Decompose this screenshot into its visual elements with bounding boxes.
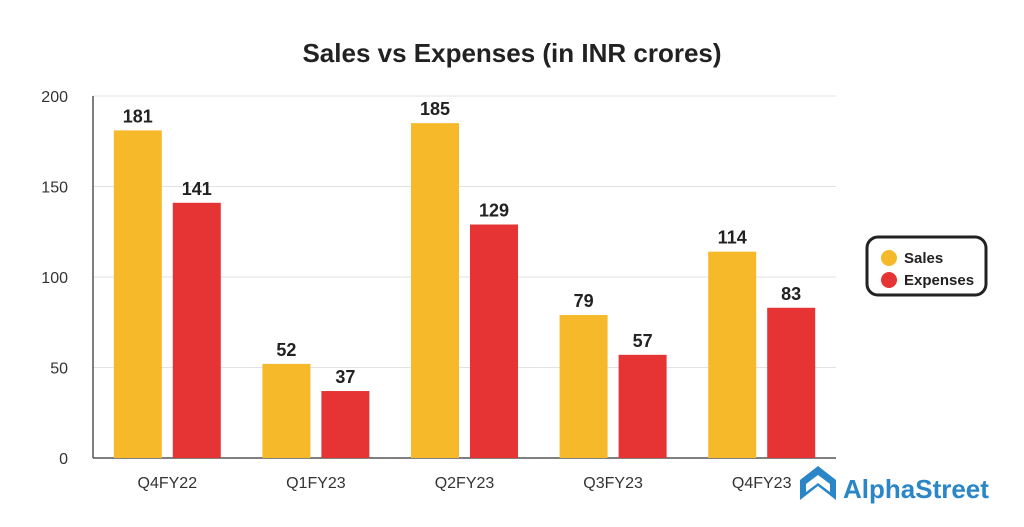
y-tick-label: 50	[50, 361, 68, 378]
y-ticks: 0 50 100 150 200	[41, 89, 68, 468]
data-label-expenses-q4fy23: 83	[781, 284, 801, 304]
data-label-expenses-q2fy23: 129	[479, 201, 509, 221]
y-tick-label: 200	[41, 89, 68, 106]
data-label-expenses-q3fy23: 57	[633, 331, 653, 351]
data-label-sales-q4fy22: 181	[123, 106, 153, 126]
x-tick-label: Q3FY23	[583, 475, 643, 492]
x-tick-label: Q4FY22	[138, 475, 198, 492]
bars	[113, 123, 816, 459]
data-labels: 181 141 52 37 185 129 79 57 114 83	[123, 99, 801, 387]
brand-name: AlphaStreet	[843, 474, 989, 504]
y-tick-label: 150	[41, 180, 68, 197]
x-tick-label: Q4FY23	[732, 475, 792, 492]
alphastreet-logo-icon	[800, 466, 836, 500]
legend-sales-swatch	[881, 250, 897, 266]
bar-expenses-q1fy23	[321, 391, 370, 458]
bar-sales-q1fy23	[262, 363, 311, 458]
data-label-sales-q3fy23: 79	[574, 291, 594, 311]
bar-expenses-q3fy23	[618, 354, 667, 458]
data-label-sales-q1fy23: 52	[276, 340, 296, 360]
data-label-expenses-q4fy22: 141	[182, 179, 212, 199]
bar-expenses-q4fy22	[172, 202, 221, 458]
chart-title: Sales vs Expenses (in INR crores)	[302, 38, 721, 68]
y-tick-label: 100	[41, 270, 68, 287]
legend-sales-label: Sales	[904, 250, 943, 267]
data-label-sales-q2fy23: 185	[420, 99, 450, 119]
bar-sales-q2fy23	[411, 123, 459, 459]
bar-expenses-q2fy23	[470, 224, 518, 458]
brand-logo: AlphaStreet	[800, 466, 989, 504]
x-tick-label: Q1FY23	[286, 475, 346, 492]
data-label-expenses-q1fy23: 37	[335, 367, 355, 387]
bar-sales-q4fy22	[113, 130, 162, 458]
bar-expenses-q4fy23	[767, 307, 816, 458]
legend-expenses-swatch	[881, 272, 897, 288]
data-label-sales-q4fy23: 114	[718, 228, 747, 248]
x-tick-label: Q2FY23	[435, 475, 495, 492]
legend-expenses-label: Expenses	[904, 272, 974, 289]
y-tick-label: 0	[59, 451, 68, 468]
bar-sales-q4fy23	[708, 251, 757, 458]
legend: Sales Expenses	[865, 235, 988, 297]
x-tick-labels: Q4FY22 Q1FY23 Q2FY23 Q3FY23 Q4FY23	[138, 475, 792, 492]
bar-sales-q3fy23	[559, 315, 608, 458]
